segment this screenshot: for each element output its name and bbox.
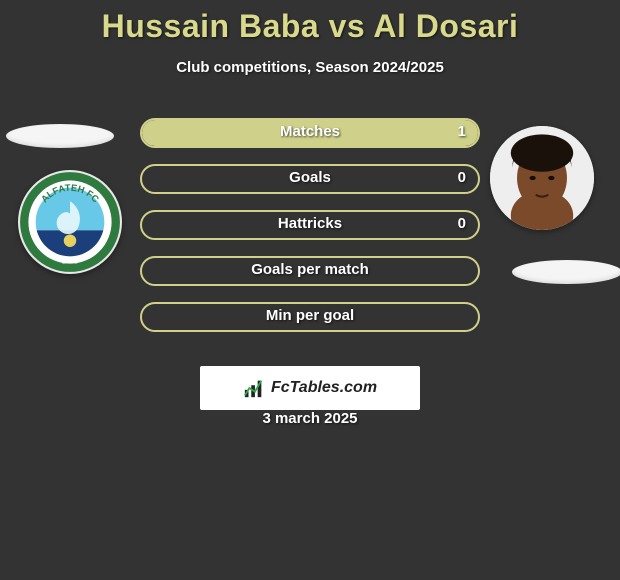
stat-label: Hattricks (142, 215, 478, 232)
player-right-avatar (490, 126, 594, 230)
stat-label: Min per goal (142, 307, 478, 324)
bar-chart-icon (243, 377, 265, 399)
stat-value-right: 0 (458, 215, 466, 232)
stat-label: Matches (142, 123, 478, 140)
watermark-text: FcTables.com (271, 379, 377, 397)
stand-ellipse-right (512, 260, 620, 284)
stat-row: Min per goal (140, 302, 480, 332)
stat-row: Matches1 (140, 118, 480, 148)
crest-year: 1958 (62, 257, 78, 266)
infographic-date: 3 march 2025 (0, 410, 620, 427)
player-left-avatar: ALFATEH FC 1958 (18, 170, 122, 274)
infographic-container: Hussain Baba vs Al Dosari Club competiti… (0, 0, 620, 580)
stat-row: Hattricks0 (140, 210, 480, 240)
stand-ellipse-left (6, 124, 114, 148)
player-photo-icon (490, 126, 594, 230)
stats-block: Matches1Goals0Hattricks0Goals per matchM… (140, 118, 480, 348)
stat-label: Goals per match (142, 261, 478, 278)
subtitle: Club competitions, Season 2024/2025 (0, 59, 620, 76)
stat-label: Goals (142, 169, 478, 186)
stat-row: Goals per match (140, 256, 480, 286)
stat-row: Goals0 (140, 164, 480, 194)
club-crest-icon: ALFATEH FC 1958 (18, 170, 122, 274)
stat-value-right: 0 (458, 169, 466, 186)
stat-value-right: 1 (458, 123, 466, 140)
watermark: FcTables.com (200, 366, 420, 410)
page-title: Hussain Baba vs Al Dosari (0, 0, 620, 45)
